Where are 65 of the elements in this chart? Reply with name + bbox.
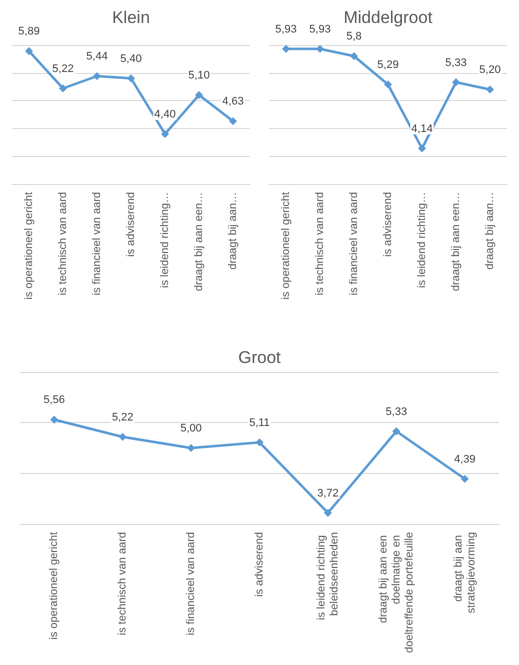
x-tick-label: is operationeel gericht [280,192,292,300]
point [384,80,392,88]
point [256,438,264,446]
data-label: 5,10 [188,70,210,82]
x-tick-label: is adviserend [254,532,266,597]
x-tick-label: is leidend richting beleidseenheden [315,532,340,620]
point [195,91,203,100]
point [50,416,58,424]
data-label: 5,33 [445,56,467,69]
point [93,72,101,80]
data-label: 5,20 [479,64,501,76]
x-tick-label: is technisch van aard [57,192,69,296]
data-label: 4,40 [154,108,176,120]
point [25,47,33,56]
x-tick-label: is adviserend [125,192,137,257]
x-tick-label: is leidend richting… [416,192,428,288]
point [127,74,135,82]
x-tick-label: is financieel van aard [348,192,360,296]
data-label: 4,39 [454,453,476,466]
x-tick-label: draagt bij aan een… [450,192,462,292]
data-label: 5,44 [86,50,108,63]
point [418,144,426,152]
point [118,432,127,441]
point [59,84,67,92]
data-label: 5,56 [44,394,65,406]
data-label: 5,8 [346,30,362,43]
chart-title: Klein [112,8,150,27]
x-tick-label: draagt bij aan een doelmatige en doeltreffende portefeuille [377,532,416,653]
x-tick-label: is financieel van aard [185,532,198,636]
x-tick-label: draagt bij aan… [484,192,496,270]
point [486,85,494,94]
data-label: 5,22 [112,411,134,424]
data-label: 5,29 [377,58,399,71]
x-tick-label: is technisch van aard [116,532,129,636]
x-tick-label: is technisch van aard [314,192,326,296]
chart-title: Middelgroot [344,8,433,27]
x-tick-label: draagt bij aan… [227,192,239,270]
x-tick-label: draagt bij aan strategievorming [452,532,478,614]
point [452,78,460,86]
data-label: 5,93 [309,23,331,36]
x-tick-label: is operationeel gericht [48,532,60,640]
point [229,117,237,126]
data-label: 5,33 [386,406,408,418]
x-tick-label: is financieel van aard [91,192,103,296]
data-label: 5,40 [120,52,142,65]
point [161,130,169,138]
point [316,44,324,53]
data-label: 5,22 [52,62,74,75]
point [460,474,469,483]
point [392,427,400,436]
point [282,44,290,53]
x-tick-label: draagt bij aan een… [193,192,205,292]
data-label: 3,72 [317,487,339,500]
data-label: 4,63 [222,96,244,108]
data-label: 5,89 [18,26,40,38]
data-label: 4,14 [411,122,433,135]
point [350,52,358,60]
chart-title: Groot [238,348,282,367]
data-label: 5,11 [249,416,270,429]
data-label: 5,93 [275,23,297,36]
x-tick-label: is operationeel gericht [23,192,35,300]
x-tick-label: is leidend richting… [159,192,171,288]
data-label: 5,00 [180,422,202,434]
x-tick-label: is adviserend [382,192,394,257]
point [324,508,332,517]
